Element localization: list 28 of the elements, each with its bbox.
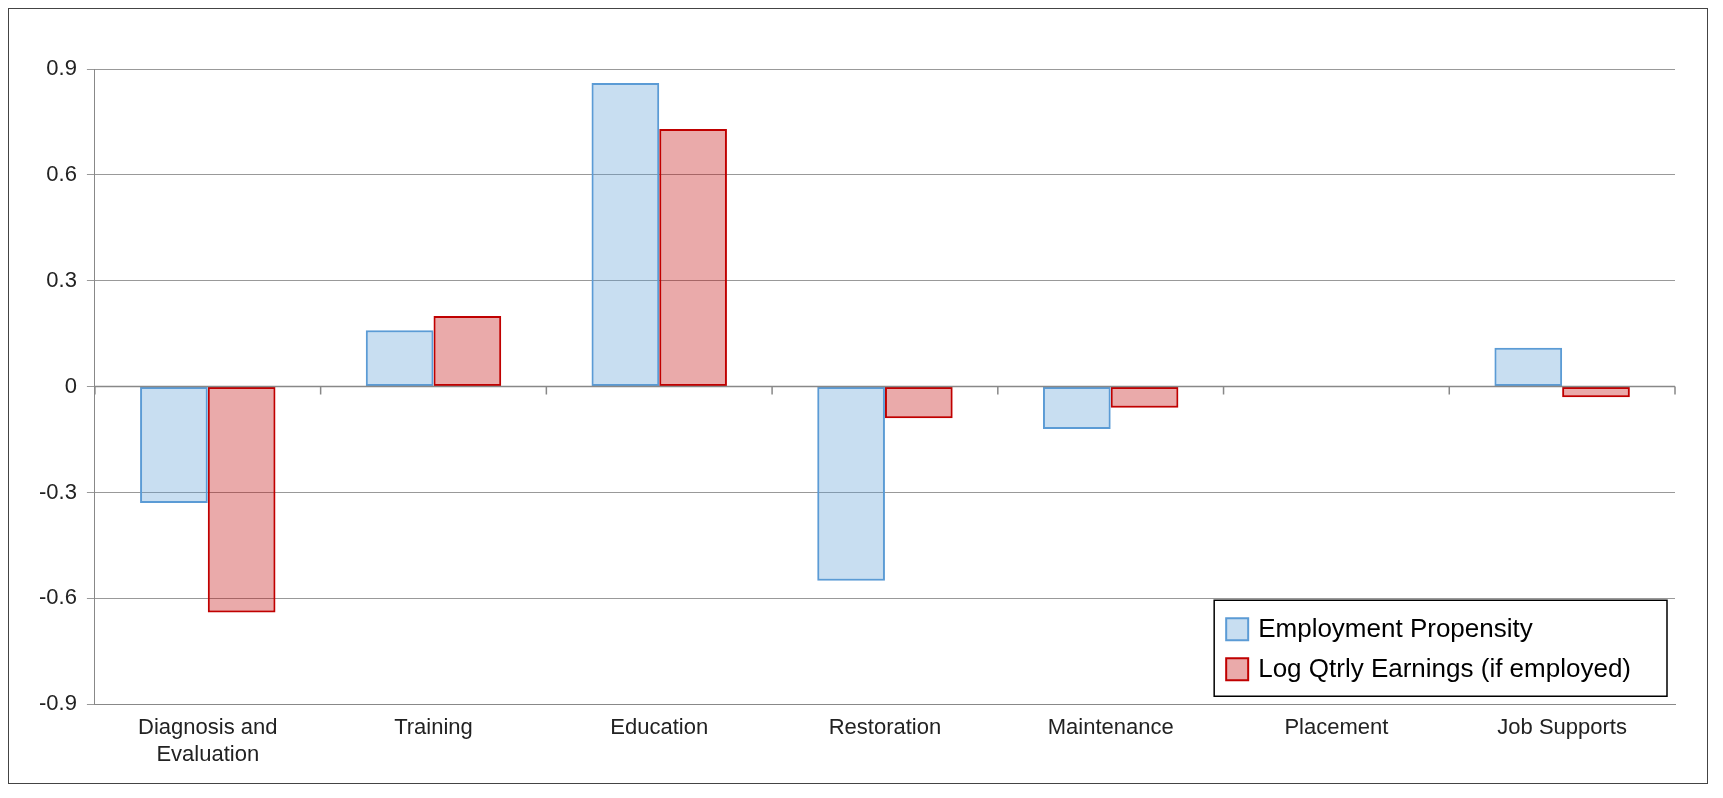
bar	[659, 128, 727, 387]
y-tick-label: 0	[64, 372, 77, 398]
bar	[1562, 387, 1630, 398]
y-tick-label: 0.3	[46, 266, 77, 292]
legend-label: Employment Propensity	[1258, 613, 1533, 644]
x-tick-label: Training	[394, 714, 473, 740]
legend-label: Log Qtrly Earnings (if employed)	[1258, 653, 1631, 684]
y-tick-label: -0.3	[38, 478, 77, 504]
x-tick-label: Maintenance	[1047, 714, 1174, 740]
bar	[140, 387, 208, 504]
bar	[207, 387, 276, 613]
x-tick-label: Restoration	[828, 714, 942, 740]
x-tick-label: Job Supports	[1497, 714, 1627, 740]
y-tick-label: -0.9	[38, 690, 77, 716]
bar	[1042, 387, 1111, 429]
y-tick-label: 0.6	[46, 160, 77, 186]
x-tick-label: Diagnosis and Evaluation	[138, 714, 278, 766]
bar	[591, 83, 660, 387]
x-tick-label: Placement	[1284, 714, 1389, 740]
bar	[1494, 347, 1563, 387]
bar	[1110, 387, 1179, 408]
bar	[433, 316, 502, 387]
x-tick-label: Education	[610, 714, 709, 740]
y-tick-label: -0.6	[38, 584, 77, 610]
bar	[884, 387, 953, 419]
bar	[817, 387, 885, 581]
bar	[365, 330, 434, 387]
y-tick-label: 0.9	[46, 55, 77, 81]
